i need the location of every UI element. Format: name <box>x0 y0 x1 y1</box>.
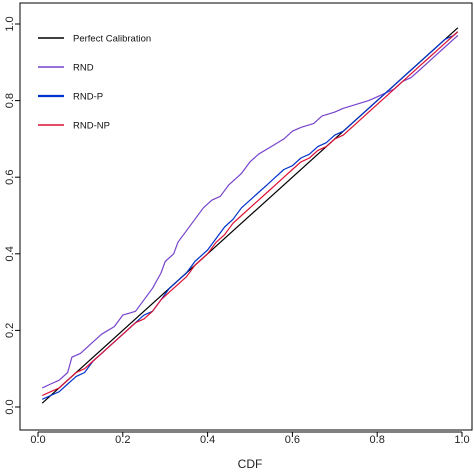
x-tick-label: 0.4 <box>200 434 215 446</box>
x-tick-label: 0.6 <box>285 434 300 446</box>
x-tick-label: 0.0 <box>30 434 45 446</box>
y-tick-label: 0.8 <box>4 93 16 108</box>
y-tick-label: 1.0 <box>4 16 16 31</box>
x-axis: 0.0 0.2 0.4 0.6 0.8 1.0 <box>30 431 470 446</box>
y-tick-label: 0.2 <box>4 323 16 338</box>
legend-label-rnd-p: RND-P <box>73 92 103 103</box>
y-tick-label: 0.4 <box>4 246 16 261</box>
legend-label-rnd: RND <box>73 63 94 74</box>
legend: Perfect Calibration RND RND-P RND-NP <box>38 34 151 132</box>
x-tick-label: 1.0 <box>454 434 469 446</box>
series-layer <box>41 27 459 404</box>
series-line-rnd-np <box>41 31 459 397</box>
x-tick-label: 0.8 <box>370 434 385 446</box>
x-axis-title: CDF <box>238 457 263 471</box>
y-tick-label: 0.6 <box>4 170 16 185</box>
legend-label-rnd-np: RND-NP <box>73 121 110 132</box>
y-axis: 0.0 0.2 0.4 0.6 0.8 1.0 <box>4 16 21 415</box>
legend-label-perfect-calibration: Perfect Calibration <box>73 34 151 45</box>
y-tick-label: 0.0 <box>4 399 16 414</box>
x-tick-label: 0.2 <box>115 434 130 446</box>
